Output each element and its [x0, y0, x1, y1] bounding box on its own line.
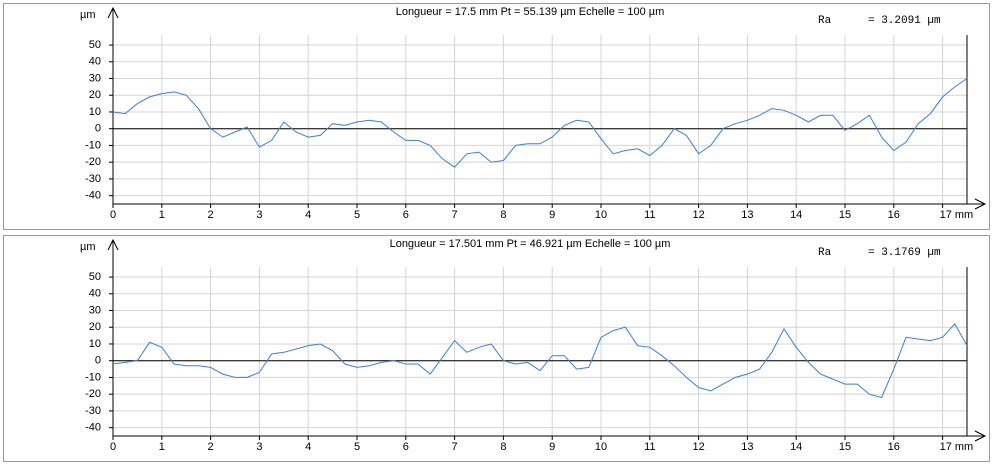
y-axis-arrow: [107, 6, 119, 19]
x-tick-label: 16: [888, 209, 900, 221]
x-tick-label: 0: [110, 441, 116, 453]
y-tick-label: 10: [89, 106, 101, 118]
x-tick-label: 2: [208, 209, 214, 221]
y-tick-label: 20: [89, 89, 101, 101]
x-tick-label: 1: [159, 441, 165, 453]
x-tick-label: 7: [452, 441, 458, 453]
y-tick-label: -20: [85, 156, 101, 168]
chart-title: Longueur = 17.5 mm Pt = 55.139 µm Echell…: [396, 6, 665, 18]
y-tick-label: 10: [89, 338, 101, 350]
x-tick-label: 12: [692, 441, 704, 453]
y-tick-label: 40: [89, 56, 101, 68]
x-tick-label: 6: [403, 209, 409, 221]
x-tick-label: 17 mm: [940, 209, 974, 221]
y-tick-label: 50: [89, 271, 101, 283]
y-tick-label: -40: [85, 422, 101, 434]
panel-frame: [3, 235, 990, 462]
profile-line: [112, 323, 968, 399]
profile-line: [112, 78, 968, 168]
x-tick-label: 12: [692, 209, 704, 221]
panel-frame: [3, 3, 990, 230]
x-tick-label: 11: [644, 209, 655, 221]
x-tick-label: 15: [839, 209, 851, 221]
x-tick-label: 3: [256, 209, 262, 221]
y-tick-label: -10: [85, 371, 101, 383]
x-tick-label: 15: [839, 441, 851, 453]
x-tick-label: 14: [790, 209, 802, 221]
y-tick-label: 50: [89, 39, 101, 51]
x-tick-label: 16: [888, 441, 900, 453]
x-tick-label: 0: [110, 209, 116, 221]
x-tick-label: 9: [549, 209, 555, 221]
x-tick-label: 17 mm: [940, 441, 974, 453]
y-tick-label: -30: [85, 405, 101, 417]
x-tick-label: 5: [354, 209, 360, 221]
x-tick-label: 7: [452, 209, 458, 221]
x-axis-arrow: [974, 198, 987, 210]
x-tick-label: 4: [305, 209, 311, 221]
x-tick-label: 8: [500, 441, 506, 453]
x-axis-arrow: [974, 430, 987, 442]
chart-title: Longueur = 17.501 mm Pt = 46.921 µm Eche…: [390, 238, 671, 250]
x-tick-label: 6: [403, 441, 409, 453]
x-tick-label: 11: [644, 441, 655, 453]
x-tick-label: 3: [256, 441, 262, 453]
ra-value: = 3.1769 µm: [868, 247, 941, 259]
y-tick-label: 20: [89, 321, 101, 333]
y-tick-label: -40: [85, 190, 101, 202]
ra-label: Ra: [818, 15, 832, 27]
x-tick-label: 13: [741, 441, 753, 453]
y-tick-label: -30: [85, 173, 101, 185]
x-tick-label: 1: [159, 209, 165, 221]
x-tick-label: 14: [790, 441, 802, 453]
x-tick-label: 10: [595, 209, 607, 221]
y-axis-arrow: [107, 238, 119, 251]
y-tick-label: 40: [89, 288, 101, 300]
y-tick-label: 30: [89, 72, 101, 84]
ra-value: = 3.2091 µm: [868, 15, 941, 27]
y-tick-label: 30: [89, 304, 101, 316]
unit-label: µm: [80, 9, 96, 21]
y-tick-label: -10: [85, 139, 101, 151]
x-tick-label: 5: [354, 441, 360, 453]
x-tick-label: 8: [500, 209, 506, 221]
ra-label: Ra: [818, 247, 832, 259]
x-tick-label: 9: [549, 441, 555, 453]
y-tick-label: 0: [95, 355, 101, 367]
unit-label: µm: [80, 241, 96, 253]
y-tick-label: 0: [95, 123, 101, 135]
x-tick-label: 2: [208, 441, 214, 453]
x-tick-label: 10: [595, 441, 607, 453]
x-tick-label: 13: [741, 209, 753, 221]
x-tick-label: 4: [305, 441, 311, 453]
y-tick-label: -20: [85, 388, 101, 400]
